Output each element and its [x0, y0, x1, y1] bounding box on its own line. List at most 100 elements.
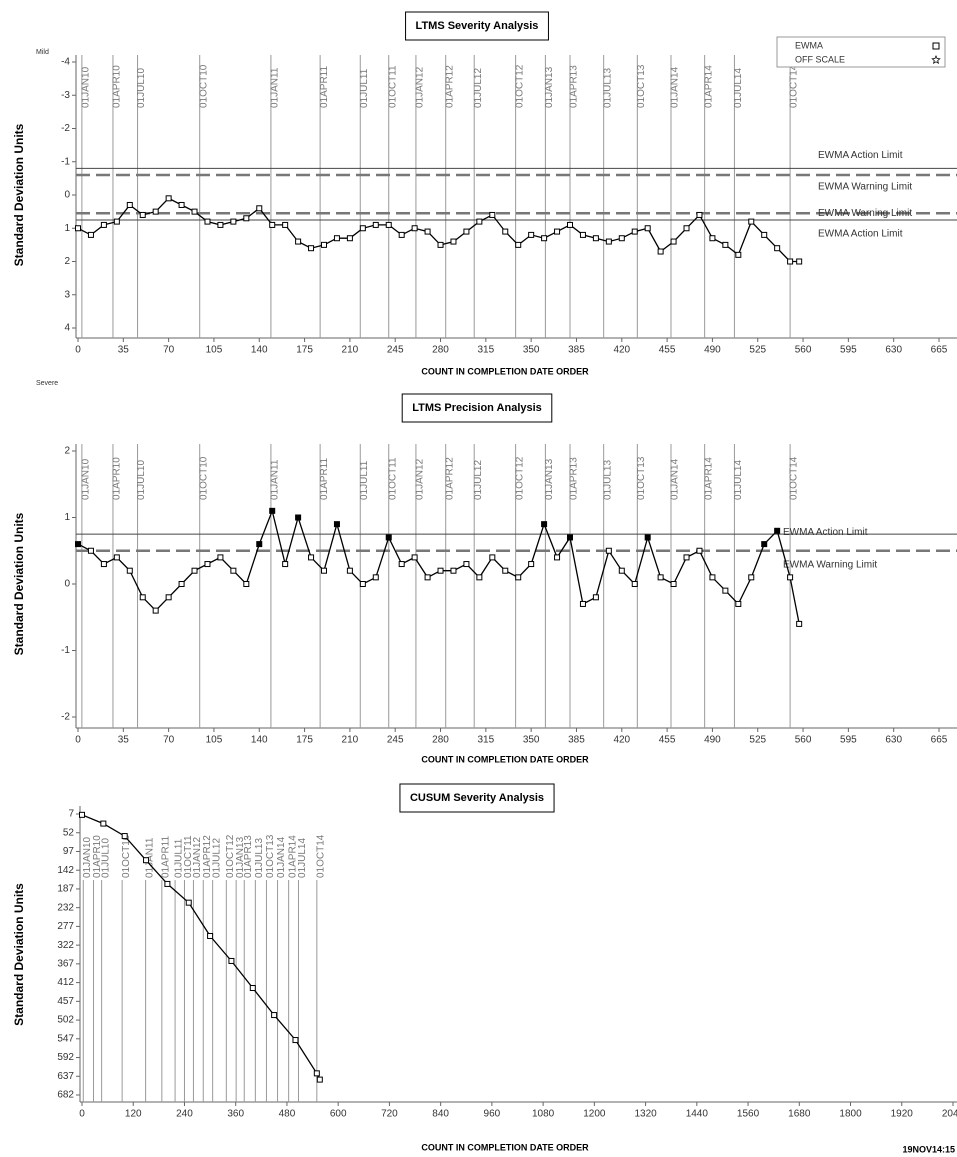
- date-label: 01OCT11: [183, 835, 194, 878]
- point: [579, 231, 586, 238]
- y-tick-label: 322: [57, 940, 74, 951]
- x-tick-label: 175: [296, 345, 313, 356]
- date-label: 01JAN11: [144, 837, 155, 878]
- point: [515, 241, 522, 248]
- point: [502, 567, 509, 574]
- point: [735, 600, 742, 607]
- x-tick-label: 350: [523, 345, 540, 356]
- y-tick-label: 0: [64, 190, 70, 201]
- x-tick-label: 1800: [839, 1109, 862, 1120]
- y-tick-label: 547: [57, 1033, 74, 1044]
- point: [463, 228, 470, 235]
- point: [554, 554, 561, 561]
- x-tick-label: 105: [206, 345, 223, 356]
- point: [657, 248, 664, 255]
- y-tick-label: 2: [64, 256, 70, 267]
- date-label: 01OCT14: [789, 64, 800, 108]
- point: [567, 534, 573, 541]
- date-label: 01JAN12: [415, 458, 426, 500]
- date-label: 01JUL14: [297, 838, 308, 878]
- y-tick-label: 142: [57, 865, 74, 876]
- limit-label: EWMA Action Limit: [818, 150, 903, 161]
- date-label: 01OCT13: [636, 456, 647, 500]
- point: [372, 221, 379, 228]
- x-tick-label: 245: [387, 735, 404, 746]
- point: [605, 238, 612, 245]
- date-label: 01OCT11: [387, 457, 398, 500]
- point: [126, 567, 133, 574]
- date-label: 01APR13: [569, 457, 580, 500]
- point: [191, 208, 198, 215]
- date-label: 01JUL14: [733, 68, 744, 108]
- date-label: 01APR13: [569, 65, 580, 108]
- point: [670, 238, 677, 245]
- point: [735, 251, 742, 258]
- x-tick-label: 350: [523, 735, 540, 746]
- y-tick-label: 52: [63, 827, 75, 838]
- x-tick-label: 490: [704, 735, 721, 746]
- point: [316, 1076, 323, 1083]
- x-tick-label: 525: [749, 345, 766, 356]
- x-tick-label: 0: [79, 1109, 85, 1120]
- title-box: [405, 11, 549, 41]
- point: [631, 228, 638, 235]
- date-label: 01APR11: [319, 457, 330, 500]
- x-tick-label: 315: [477, 345, 494, 356]
- point: [605, 547, 612, 554]
- point: [308, 245, 315, 252]
- x-tick-label: 70: [163, 735, 175, 746]
- point: [139, 594, 146, 601]
- x-tick-label: 280: [432, 735, 449, 746]
- point: [269, 221, 276, 228]
- x-tick-label: 630: [885, 735, 902, 746]
- y-tick-label: 7: [68, 809, 74, 820]
- date-label: 01JUL11: [359, 68, 370, 108]
- point: [269, 507, 276, 514]
- y-tick-label: 232: [57, 902, 74, 913]
- x-tick-label: 420: [613, 345, 630, 356]
- point: [709, 574, 716, 581]
- x-tick-label: 490: [704, 345, 721, 356]
- x-tick-label: 240: [176, 1109, 193, 1120]
- date-label: 01JAN14: [670, 458, 681, 500]
- x-tick-label: 840: [432, 1109, 449, 1120]
- y-tick-label: 0: [64, 579, 70, 590]
- point: [75, 225, 81, 232]
- chart-title: LTMS Precision Analysis: [412, 402, 542, 414]
- legend-label: OFF SCALE: [795, 54, 845, 64]
- point: [411, 554, 418, 561]
- x-tick-label: 1560: [737, 1109, 760, 1120]
- point: [271, 1012, 278, 1019]
- x-tick-label: 1080: [532, 1109, 555, 1120]
- date-label: 01APR10: [112, 457, 123, 500]
- x-tick-label: 360: [227, 1109, 244, 1120]
- x-tick-label: 245: [387, 345, 404, 356]
- date-label: 01JUL11: [174, 838, 185, 878]
- point: [722, 587, 729, 594]
- date-label: 01JUL10: [136, 460, 147, 500]
- x-tick-label: 210: [342, 345, 359, 356]
- x-tick-label: 455: [659, 345, 676, 356]
- date-label: 01JAN14: [670, 66, 681, 108]
- point: [450, 238, 457, 245]
- date-label: 01JAN10: [81, 458, 92, 500]
- x-tick-label: 35: [118, 345, 130, 356]
- point: [139, 211, 146, 218]
- date-label: 01APR12: [444, 457, 455, 500]
- legend-symbol: [931, 55, 941, 65]
- date-label: 01APR10: [112, 65, 123, 108]
- point: [385, 221, 392, 228]
- point: [333, 235, 340, 242]
- point: [165, 195, 172, 202]
- x-tick-label: 1680: [788, 1109, 811, 1120]
- point: [217, 554, 224, 561]
- point: [100, 561, 107, 568]
- point: [774, 527, 781, 534]
- point: [249, 985, 256, 992]
- point: [761, 231, 768, 238]
- y-tick-label: 2: [64, 446, 70, 457]
- x-tick-label: 420: [613, 735, 630, 746]
- date-label: 01OCT10: [198, 456, 209, 500]
- point: [657, 574, 664, 581]
- point: [308, 554, 315, 561]
